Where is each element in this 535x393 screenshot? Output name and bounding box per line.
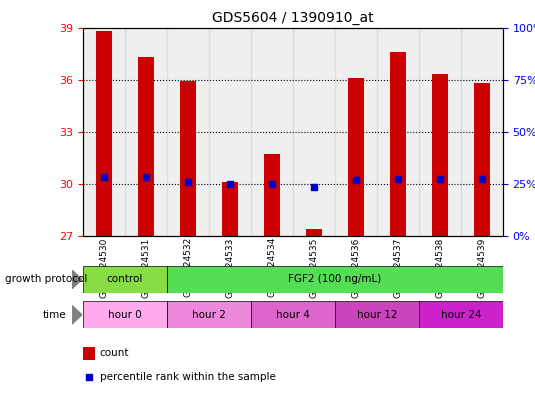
Bar [83,301,167,328]
Bar [167,28,209,236]
Bar [348,78,364,236]
Bar [180,81,196,236]
Point [142,174,150,180]
Bar [389,52,406,236]
Text: percentile rank within the sample: percentile rank within the sample [100,372,276,382]
Bar [335,301,419,328]
Bar [96,31,112,236]
Bar [264,154,280,236]
Text: hour 12: hour 12 [357,310,397,320]
Bar [83,347,95,360]
Polygon shape [72,306,82,324]
Text: count: count [100,348,129,358]
Text: control: control [107,274,143,285]
Point [394,175,402,182]
Bar [83,28,125,236]
Bar [305,229,322,236]
Text: hour 4: hour 4 [276,310,310,320]
Text: hour 0: hour 0 [108,310,142,320]
Point [310,184,318,190]
Bar [251,28,293,236]
Point [268,181,276,187]
Point [226,181,234,187]
Text: hour 24: hour 24 [441,310,481,320]
Bar [419,28,461,236]
Bar [221,182,238,236]
Point [351,177,360,184]
Bar [419,301,503,328]
Bar [167,266,503,293]
Point [184,179,192,185]
Bar [137,57,154,236]
Bar [377,28,419,236]
Bar [461,28,503,236]
Bar [251,301,335,328]
Bar [473,83,490,236]
Point [100,174,108,180]
Text: FGF2 (100 ng/mL): FGF2 (100 ng/mL) [288,274,381,285]
Bar [293,28,335,236]
Bar [167,301,251,328]
Bar [432,74,448,236]
Text: growth protocol: growth protocol [5,274,88,285]
Bar [125,28,167,236]
Point [435,175,444,182]
Title: GDS5604 / 1390910_at: GDS5604 / 1390910_at [212,11,374,25]
Text: time: time [43,310,66,320]
Text: hour 2: hour 2 [192,310,226,320]
Point [85,374,93,380]
Bar [209,28,251,236]
Point [478,175,486,182]
Polygon shape [72,270,82,288]
Bar [335,28,377,236]
Bar [83,266,167,293]
